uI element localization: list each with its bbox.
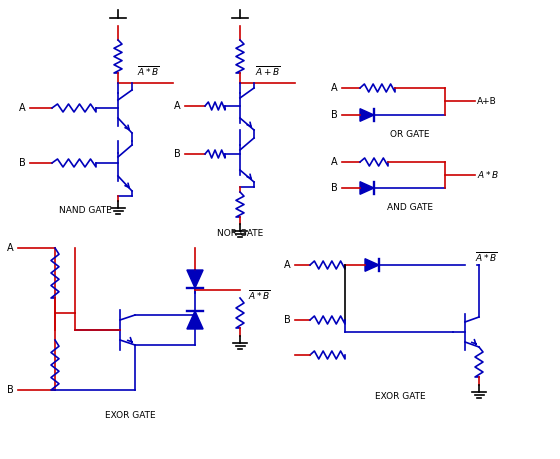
Text: B: B: [7, 385, 14, 395]
Text: A+B: A+B: [477, 96, 497, 106]
Text: $\overline{A+B}$: $\overline{A+B}$: [255, 64, 281, 78]
Text: B: B: [284, 315, 291, 325]
Text: $\overline{A*B}$: $\overline{A*B}$: [248, 288, 271, 302]
Text: B: B: [19, 158, 26, 168]
Polygon shape: [187, 311, 203, 329]
Text: AND GATE: AND GATE: [387, 203, 433, 212]
Text: NAND GATE: NAND GATE: [59, 206, 111, 215]
Polygon shape: [360, 109, 374, 121]
Text: EXOR GATE: EXOR GATE: [105, 411, 155, 420]
Text: A: A: [20, 103, 26, 113]
Text: B: B: [332, 110, 338, 120]
Text: $\overline{A*B}$: $\overline{A*B}$: [475, 250, 498, 264]
Text: EXOR GATE: EXOR GATE: [375, 392, 425, 401]
Text: A: A: [7, 243, 14, 253]
Polygon shape: [187, 270, 203, 288]
Text: A: A: [284, 260, 291, 270]
Text: $\overline{A*B}$: $\overline{A*B}$: [137, 64, 160, 78]
Text: $A*B$: $A*B$: [477, 169, 500, 180]
Polygon shape: [360, 182, 374, 194]
Text: OR GATE: OR GATE: [390, 130, 430, 139]
Polygon shape: [365, 259, 379, 271]
Text: B: B: [332, 183, 338, 193]
Text: A: A: [174, 101, 181, 111]
Text: B: B: [174, 149, 181, 159]
Text: A: A: [332, 83, 338, 93]
Text: A: A: [332, 157, 338, 167]
Text: NOR GATE: NOR GATE: [217, 229, 263, 238]
